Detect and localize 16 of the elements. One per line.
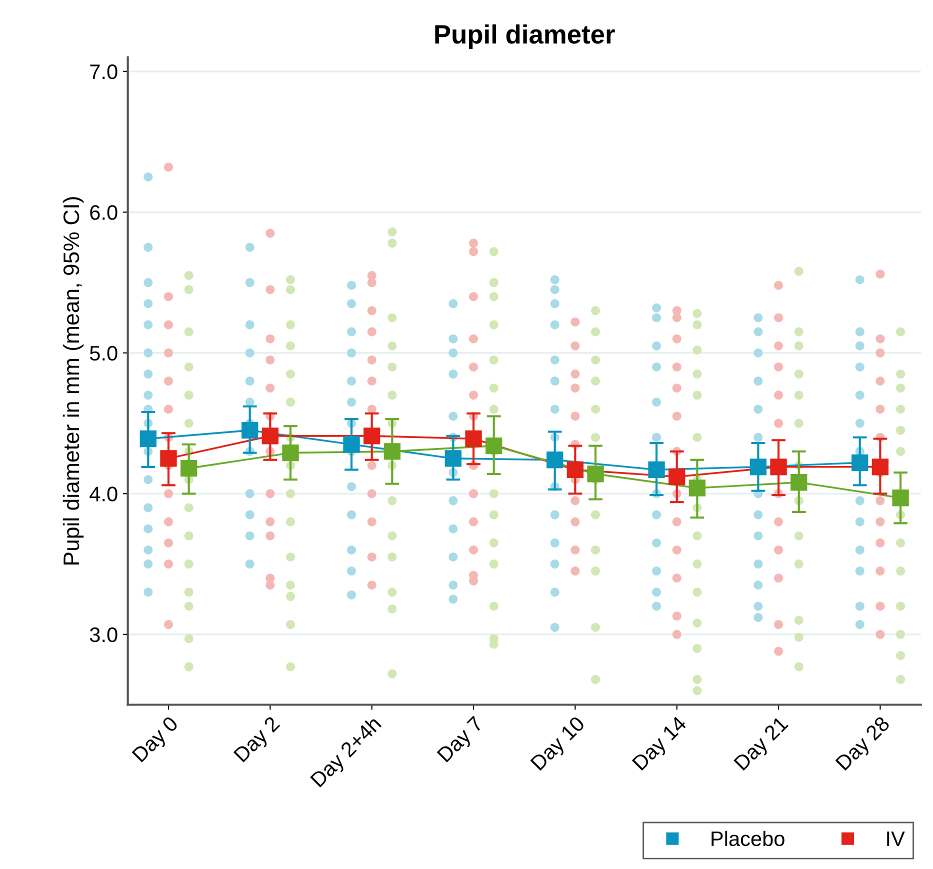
y-tick-label: 5.0: [90, 346, 118, 361]
chart-title: Pupil diameter: [435, 24, 615, 49]
y-tick-label: 4.0: [90, 486, 118, 502]
x-tick-label: Day 2: [233, 716, 284, 766]
legend-label: IV: [887, 832, 905, 846]
y-tick-label: 6.0: [90, 205, 118, 220]
x-tick-label: Day 21: [733, 716, 792, 774]
x-tick-label: Day 28: [835, 716, 894, 774]
x-tick-label: Day 14: [632, 715, 690, 774]
y-tick-label: 3.0: [90, 627, 118, 642]
x-tick-label: Day 10: [530, 715, 588, 774]
y-tick-label: 7.0: [90, 64, 118, 80]
x-tick-label: Day 7: [436, 716, 487, 766]
y-axis-title: Pupil diameter in mm (mean, 95% CI): [62, 197, 84, 564]
x-tick-label: Day 0: [132, 715, 182, 766]
legend-label: Placebo: [712, 830, 784, 846]
